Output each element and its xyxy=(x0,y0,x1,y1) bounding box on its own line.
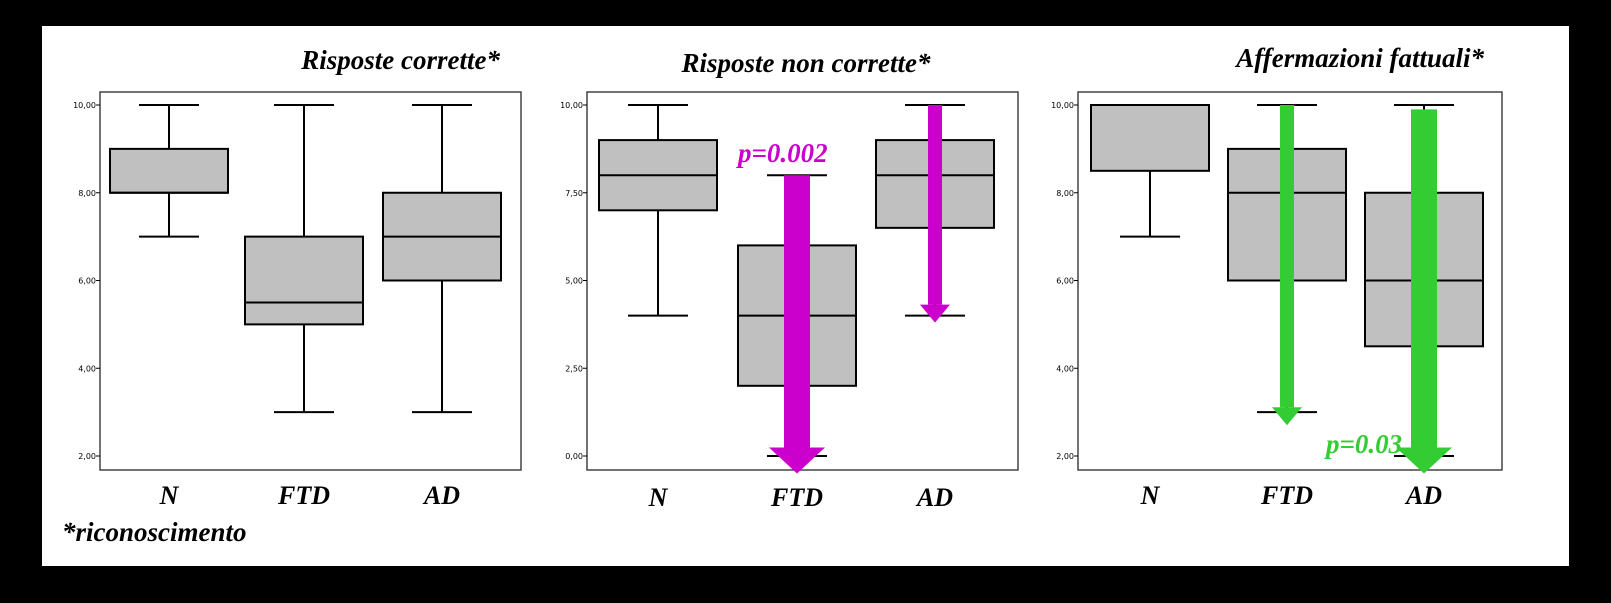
arrow-shaft xyxy=(784,175,810,448)
category-label: N xyxy=(1140,481,1161,510)
y-tick-label: 0,00 xyxy=(565,452,583,461)
footnote: *riconoscimento xyxy=(62,517,247,547)
chart-title: Affermazioni fattuali* xyxy=(1234,43,1484,73)
arrow-shaft xyxy=(928,105,942,305)
category-label: FTD xyxy=(277,481,330,510)
p-value-label: p=0.002 xyxy=(736,138,828,168)
y-tick-label: 4,00 xyxy=(78,364,96,373)
chart-title: Risposte corrette* xyxy=(300,45,500,75)
chart-title: Risposte non corrette* xyxy=(680,48,931,78)
y-tick-label: 8,00 xyxy=(78,189,96,198)
arrow-head xyxy=(920,304,950,323)
arrow-shaft xyxy=(1411,109,1437,448)
box-n xyxy=(109,147,229,194)
category-label: AD xyxy=(1404,481,1442,510)
y-tick-label: 10,00 xyxy=(1051,101,1074,110)
box-n xyxy=(1090,104,1210,172)
y-tick-label: 10,00 xyxy=(73,101,96,110)
arrow-head xyxy=(1272,407,1302,426)
category-label: AD xyxy=(915,483,953,512)
box-ftd xyxy=(244,235,364,326)
arrow-head xyxy=(1396,447,1452,474)
arrow-shaft xyxy=(1280,105,1294,408)
y-tick-label: 2,50 xyxy=(565,364,583,373)
category-label: N xyxy=(159,481,180,510)
y-tick-label: 2,00 xyxy=(1056,452,1074,461)
p-value-label: p=0.03 xyxy=(1324,429,1402,459)
arrow-head xyxy=(769,447,825,474)
y-tick-label: 8,00 xyxy=(1056,189,1074,198)
y-tick-label: 5,00 xyxy=(565,277,583,286)
category-label: AD xyxy=(422,481,460,510)
y-tick-label: 2,00 xyxy=(78,452,96,461)
category-label: FTD xyxy=(1260,481,1313,510)
category-label: N xyxy=(648,483,669,512)
y-tick-label: 6,00 xyxy=(78,277,96,286)
y-tick-label: 6,00 xyxy=(1056,277,1074,286)
y-tick-label: 4,00 xyxy=(1056,364,1074,373)
y-tick-label: 7,50 xyxy=(565,189,583,198)
y-tick-label: 10,00 xyxy=(560,101,583,110)
category-label: FTD xyxy=(770,483,823,512)
